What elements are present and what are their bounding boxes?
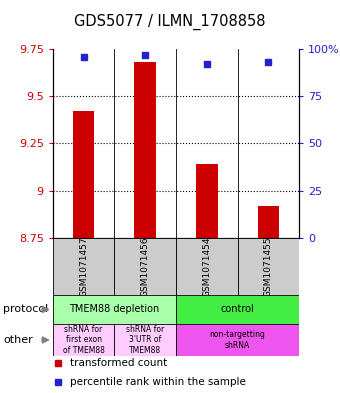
Text: percentile rank within the sample: percentile rank within the sample: [70, 377, 246, 387]
Bar: [53, 295, 176, 324]
Text: transformed count: transformed count: [70, 358, 167, 367]
Bar: [73, 111, 94, 238]
Bar: [238, 238, 299, 295]
Bar: [176, 295, 299, 324]
Text: shRNA for
3'UTR of
TMEM88: shRNA for 3'UTR of TMEM88: [126, 325, 164, 355]
Bar: [134, 62, 156, 238]
Text: TMEM88 depletion: TMEM88 depletion: [69, 305, 159, 314]
Text: GSM1071454: GSM1071454: [202, 236, 211, 296]
Bar: [258, 206, 279, 238]
Bar: [176, 324, 299, 356]
Text: GSM1071456: GSM1071456: [141, 236, 150, 297]
Bar: [176, 238, 238, 295]
Text: control: control: [221, 305, 254, 314]
Bar: [53, 324, 114, 356]
Text: GDS5077 / ILMN_1708858: GDS5077 / ILMN_1708858: [74, 13, 266, 30]
Bar: [114, 324, 176, 356]
Text: shRNA for
first exon
of TMEM88: shRNA for first exon of TMEM88: [63, 325, 104, 355]
Text: non-targetting
shRNA: non-targetting shRNA: [210, 330, 266, 350]
Text: GSM1071455: GSM1071455: [264, 236, 273, 297]
Text: other: other: [3, 335, 33, 345]
Bar: [196, 164, 218, 238]
Bar: [53, 238, 114, 295]
Text: GSM1071457: GSM1071457: [79, 236, 88, 297]
Bar: [114, 238, 176, 295]
Text: protocol: protocol: [3, 305, 49, 314]
